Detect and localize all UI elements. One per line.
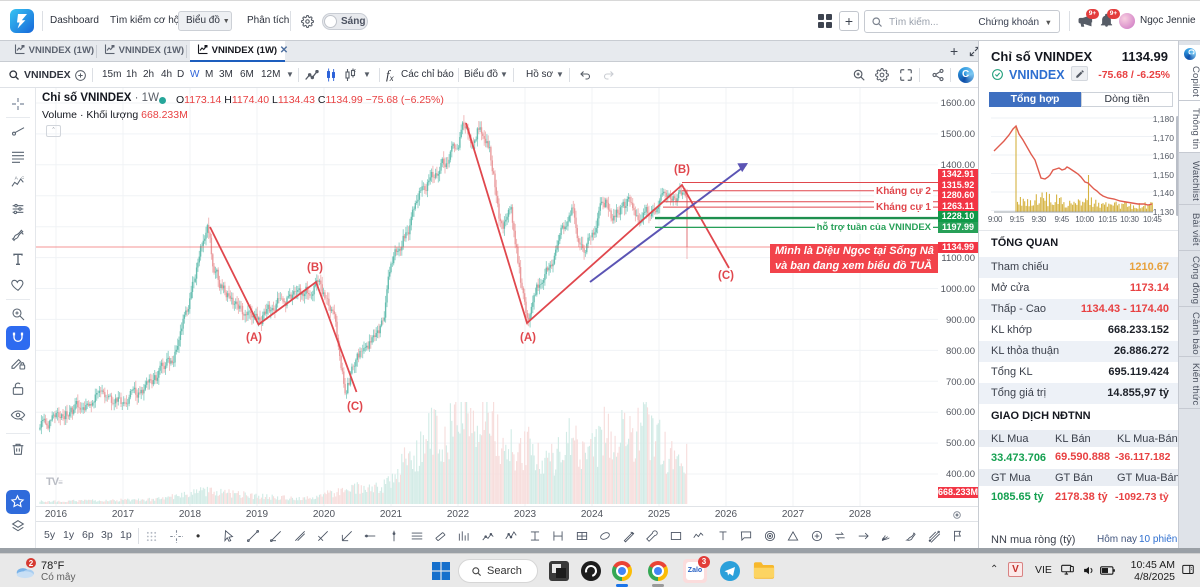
svg-text:C: C [21, 175, 24, 180]
svg-text:A: A [15, 176, 19, 181]
svg-text:o: o [354, 68, 356, 74]
